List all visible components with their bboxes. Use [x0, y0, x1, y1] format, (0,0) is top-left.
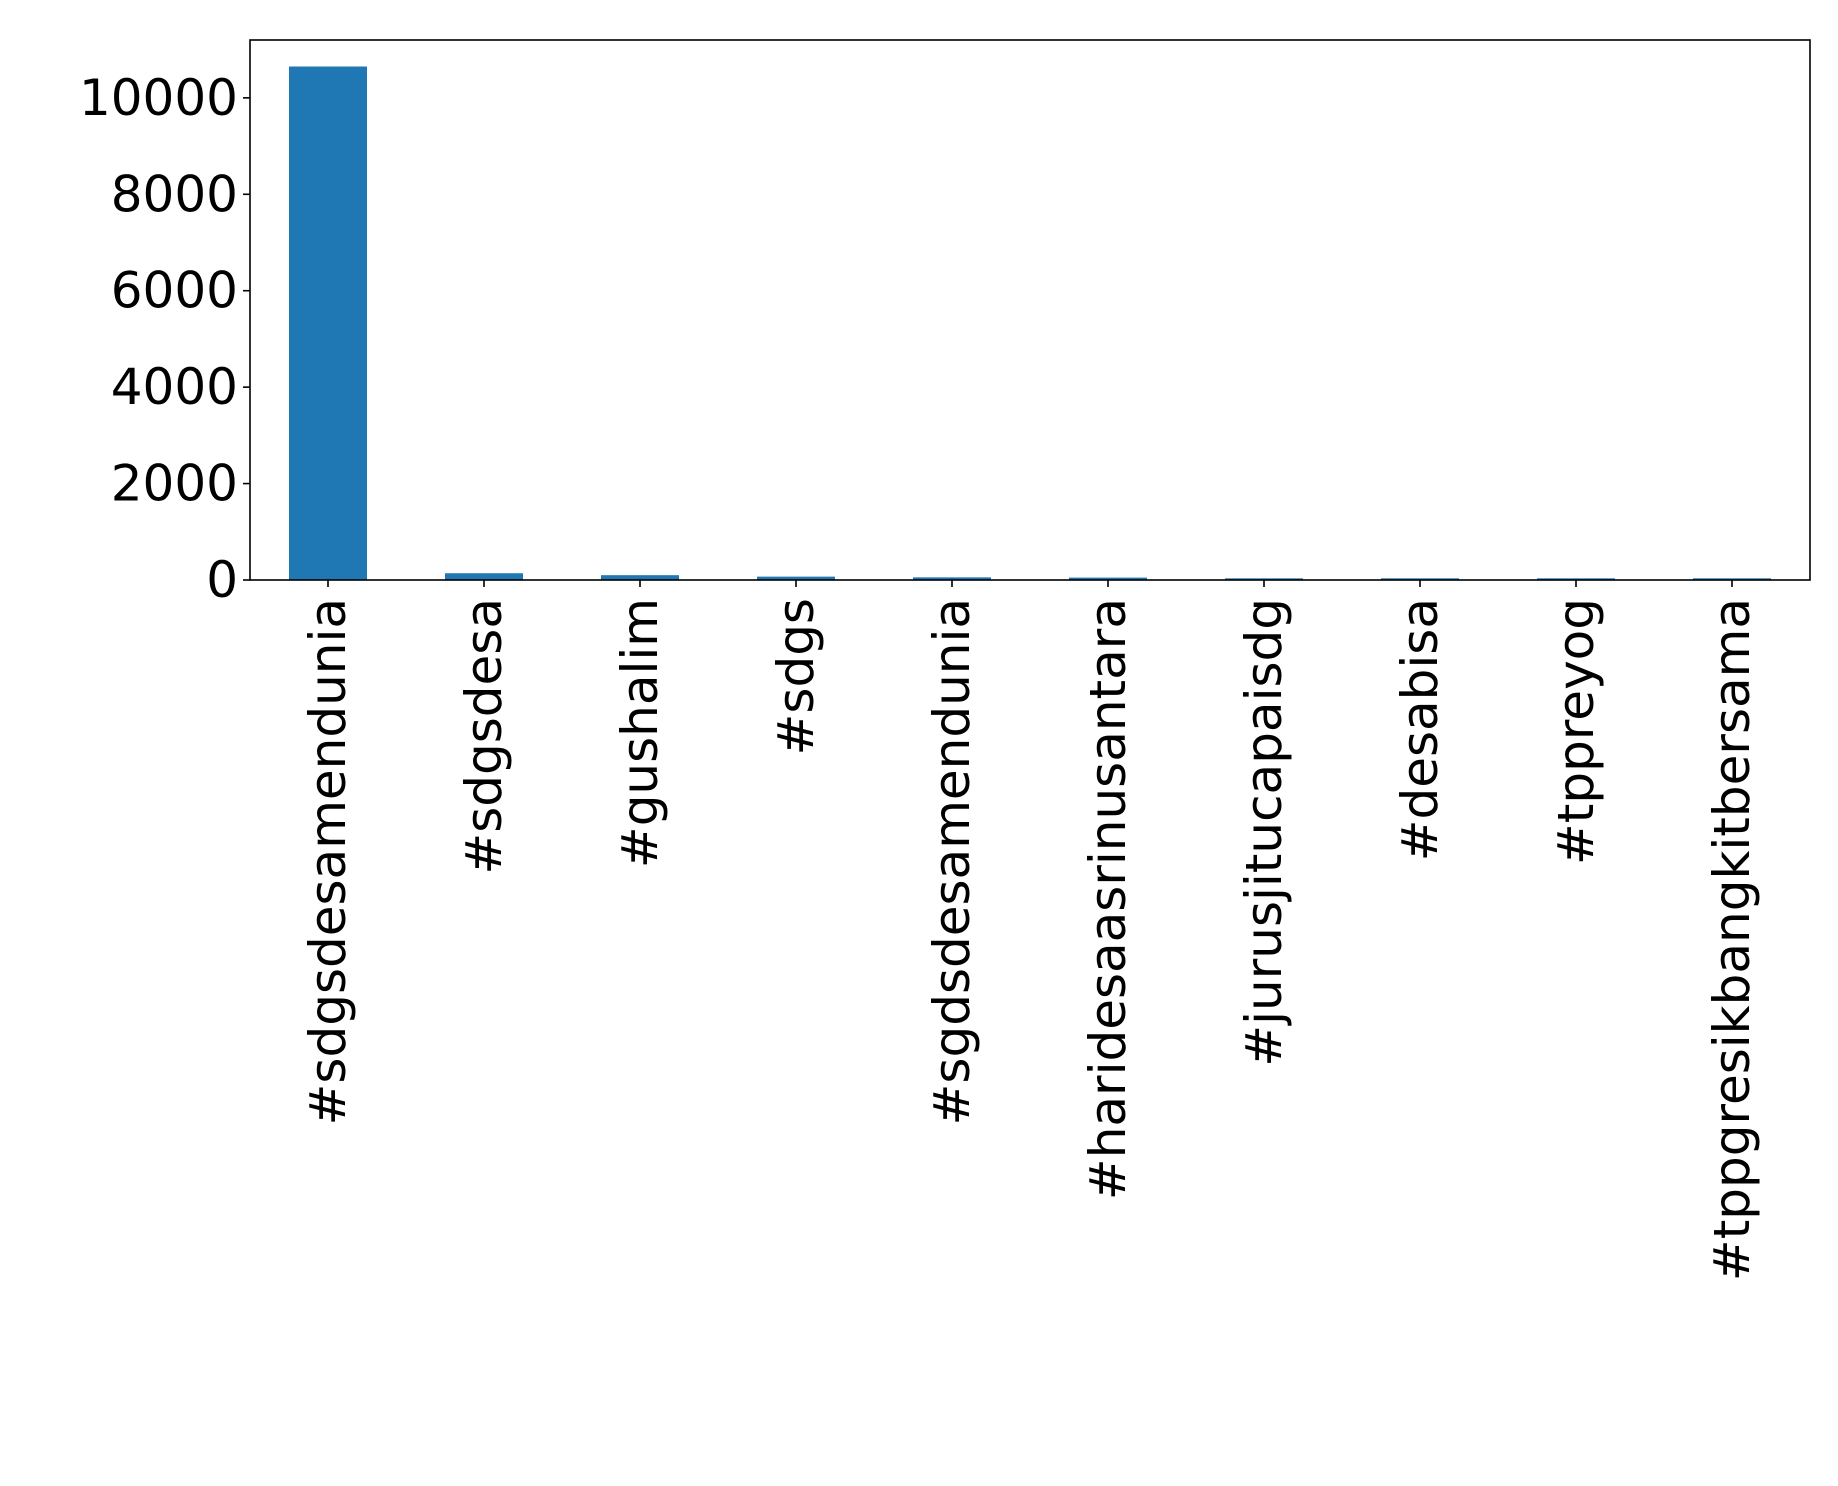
bar	[445, 573, 523, 580]
y-tick-label: 4000	[111, 358, 238, 416]
y-tick-label: 8000	[111, 165, 238, 223]
x-tick-label: #sdgs	[767, 598, 825, 755]
y-axis: 0 2000 4000 6000 8000 10000	[79, 69, 250, 609]
y-tick-label: 2000	[111, 455, 238, 513]
y-tick-label: 6000	[111, 262, 238, 320]
x-tick-label: #tppreyog	[1547, 598, 1605, 865]
bars-layer	[289, 66, 1771, 581]
x-tick-label: #haridesaasrinusantara	[1079, 598, 1137, 1200]
y-tick-label: 10000	[79, 69, 238, 127]
y-tick-label: 0	[206, 551, 238, 609]
bar	[1693, 578, 1771, 580]
bar	[1537, 578, 1615, 580]
bar	[289, 66, 367, 580]
x-tick-label: #sdgsdesa	[455, 598, 513, 875]
bar	[1225, 578, 1303, 580]
x-axis: #sdgsdesamendunia #sdgsdesa #gushalim #sdgs…	[299, 580, 1761, 1281]
x-tick-label: #sdgsdesamendunia	[299, 598, 357, 1125]
bar	[757, 576, 835, 581]
x-tick-label: #tppgresikbangkitbersama	[1703, 598, 1761, 1281]
plot-frame	[249, 39, 1811, 581]
bar	[1381, 578, 1459, 580]
x-tick-label: #gushalim	[611, 598, 669, 868]
x-tick-label: #desabisa	[1391, 598, 1449, 861]
x-tick-label: #jurusjitucapaisdg	[1235, 598, 1293, 1067]
x-tick-label: #sgdsdesamendunia	[923, 598, 981, 1125]
bar	[1069, 577, 1147, 580]
bar	[601, 575, 679, 580]
bar	[913, 577, 991, 580]
